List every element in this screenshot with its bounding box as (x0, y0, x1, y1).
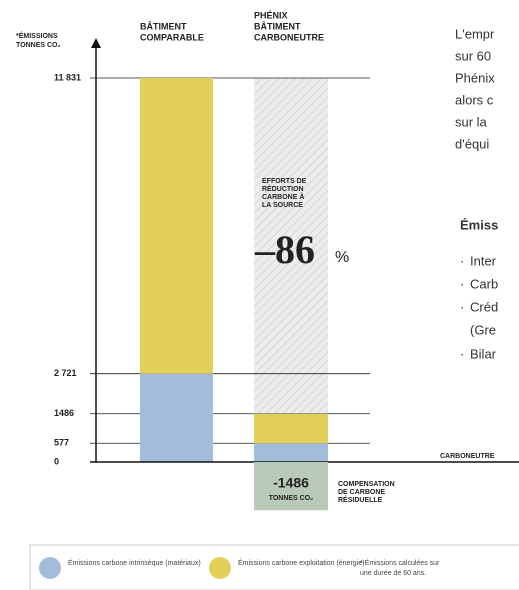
bullet: · (460, 276, 464, 291)
category-label: CARBONEUTRE (254, 32, 324, 42)
compensation-value: -1486 (273, 475, 309, 491)
side-text: sur 60 (455, 48, 491, 63)
reduction-label: RÉDUCTION (262, 184, 304, 193)
y-tick-label: 11 831 (54, 72, 81, 82)
legend-swatch (39, 557, 61, 579)
legend-label: Émissions carbone intrinsèque (matériaux… (68, 558, 201, 567)
side-text: sur la (455, 114, 488, 129)
side-item: Bilar (470, 346, 497, 361)
compensation-unit: TONNES CO₂ (269, 495, 314, 502)
bar-segment (140, 78, 213, 374)
side-item: Carb (470, 276, 498, 291)
category-label: PHÉNIX (254, 10, 288, 20)
category-label: BÂTIMENT (254, 20, 301, 31)
bullet: · (460, 299, 464, 314)
reference-bar (254, 78, 328, 462)
reduction-value: –86 (254, 227, 315, 272)
bar-segment (254, 413, 328, 444)
compensation-label: COMPENSATION (338, 481, 395, 488)
y-tick-label: 2 721 (54, 368, 77, 378)
y-axis-label: *ÉMISSIONS (16, 31, 58, 40)
legend-label: Émissions carbone exploitation (énergie) (238, 558, 364, 567)
bullet: · (460, 253, 464, 268)
category-label: COMPARABLE (140, 32, 204, 42)
side-item: Créd (470, 299, 498, 314)
bar-segment (140, 373, 213, 462)
side-text: d'équi (455, 136, 489, 151)
compensation-label: RÉSIDUELLE (338, 495, 383, 504)
reduction-unit: % (335, 249, 349, 266)
y-axis-label: TONNES CO₂ (16, 42, 61, 49)
axis-arrow (91, 38, 101, 48)
side-item: Inter (470, 253, 497, 268)
zero-label: CARBONEUTRE (440, 453, 495, 460)
reduction-label: LA SOURCE (262, 202, 303, 209)
side-text: alors c (455, 92, 494, 107)
note: une durée de 60 ans. (360, 570, 426, 577)
y-tick-label: 577 (54, 438, 69, 448)
side-item: (Gre (470, 322, 496, 337)
side-text: L'empr (455, 26, 495, 41)
y-tick-label: 0 (54, 456, 59, 466)
category-label: BÂTIMENT (140, 20, 187, 31)
side-text: Phénix (455, 70, 495, 85)
y-tick-label: 1486 (54, 408, 74, 418)
side-heading: Émiss (460, 217, 498, 232)
note: * Émissions calculées sur (360, 558, 440, 567)
bar-segment (254, 443, 328, 462)
bullet: · (460, 346, 464, 361)
reduction-label: EFFORTS DE (262, 178, 307, 185)
legend-swatch (209, 557, 231, 579)
compensation-label: DE CARBONE (338, 489, 385, 496)
legend-box (29, 544, 519, 590)
reduction-label: CARBONE À (262, 192, 304, 201)
compensation-bar (254, 462, 328, 511)
